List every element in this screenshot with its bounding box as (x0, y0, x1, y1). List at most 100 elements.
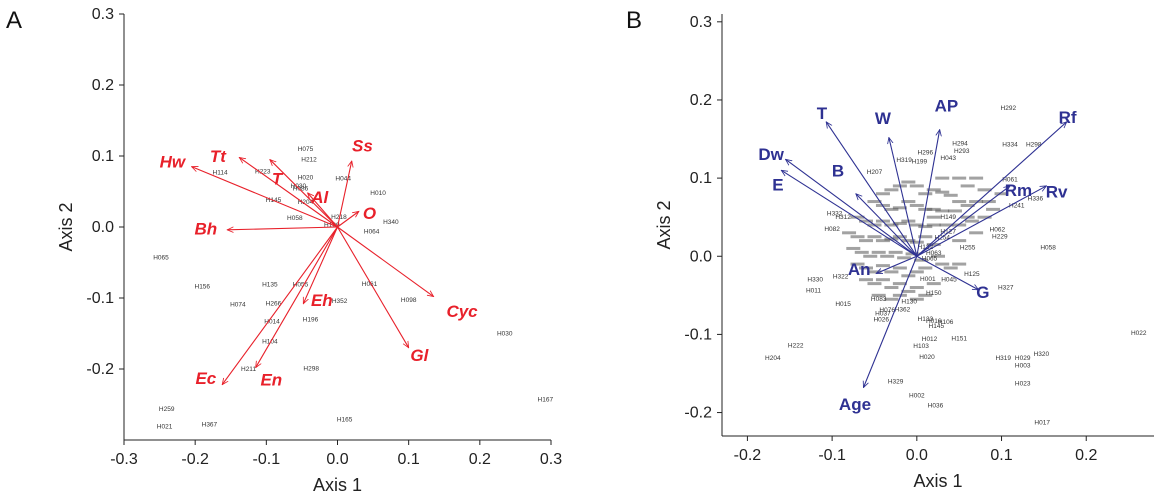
sample-point-label: H362 (895, 306, 911, 313)
sample-point-label: H076 (879, 307, 895, 314)
sample-point-label: H014 (264, 318, 280, 325)
vector-arrow (876, 255, 918, 273)
cluster-point (892, 282, 907, 286)
vector-label: Gl (410, 346, 429, 365)
cluster-point (867, 235, 882, 239)
y-tick-label: -0.2 (684, 405, 712, 422)
cluster-point (850, 215, 865, 219)
cluster-point (986, 207, 1001, 211)
cluster-point (867, 282, 882, 286)
vector-label: Rv (1046, 182, 1068, 201)
sample-point-label: H222 (788, 342, 804, 349)
vector-arrow (916, 255, 979, 290)
panel-b: -0.2 -0.1 0.0 0.1 0.2 -0.2 -0.1 0.0 0.1 0.2 0.3 Axi… (654, 14, 1154, 491)
vector-arrow (916, 130, 940, 257)
cluster-point (892, 266, 907, 270)
sample-point-label: H062 (990, 227, 1006, 234)
sample-point-label: H298 (303, 365, 319, 372)
cluster-point (892, 206, 907, 210)
sample-point-label: H015 (835, 301, 851, 308)
cluster-point (935, 190, 950, 194)
sample-point-label: H322 (833, 274, 849, 281)
cluster-point (901, 239, 916, 243)
cluster-point (884, 223, 899, 227)
vector-label: O (363, 204, 376, 223)
cluster-point (960, 203, 975, 207)
cluster-point (888, 250, 903, 254)
vector-arrow (916, 186, 1010, 257)
panel-label-a: A (6, 7, 22, 34)
sample-point-label: H293 (954, 148, 970, 155)
sample-point-label: H106 (938, 319, 954, 326)
x-axis-label: Axis 1 (313, 475, 362, 495)
vector-label: Ec (195, 369, 216, 388)
sample-point-label: H312 (835, 214, 851, 221)
cluster-point (859, 219, 873, 223)
cluster-point (943, 193, 958, 197)
cluster-point (918, 225, 933, 229)
cluster-point (892, 235, 907, 239)
cluster-point (909, 223, 924, 227)
sample-point-label: H196 (303, 316, 319, 323)
sample-point-label: H229 (992, 234, 1008, 241)
sample-point-label: H043 (940, 155, 956, 162)
cluster-point (859, 278, 873, 282)
cluster-point (859, 266, 873, 270)
cluster-point (926, 215, 941, 219)
cluster-point (952, 176, 967, 180)
x-tick-label: 0.3 (540, 451, 562, 468)
sample-point-label: H204 (765, 355, 781, 362)
sample-point-label: H044 (335, 176, 351, 183)
x-tick-label: 0.2 (1075, 447, 1097, 464)
cluster-point (952, 239, 967, 243)
cluster-point (884, 270, 899, 274)
sample-point-label: H340 (383, 219, 399, 226)
sample-point-label: H296 (918, 149, 934, 156)
cluster-point (842, 231, 857, 235)
cluster-point (926, 188, 941, 192)
sample-point-label: H030 (291, 183, 307, 190)
sample-point-label: H367 (202, 421, 218, 428)
vector-arrow (302, 226, 339, 304)
sample-point-label: H026 (873, 317, 889, 324)
y-tick-label: 0.0 (92, 219, 114, 236)
vector-label: Age (839, 395, 871, 414)
vector-label: Rm (1005, 181, 1032, 200)
cluster-point (884, 237, 899, 241)
sample-point-label: H002 (909, 392, 925, 399)
cluster-point (969, 200, 984, 204)
cluster-point (952, 200, 967, 204)
cluster-point (897, 256, 912, 260)
cluster-point (960, 215, 975, 219)
sample-point-label: H023 (1015, 381, 1031, 388)
cluster-point (871, 293, 886, 297)
cluster-point (867, 200, 882, 204)
sample-point-label: H064 (364, 228, 380, 235)
vector-label: T (817, 104, 828, 123)
cluster-point (909, 297, 924, 301)
x-tick-label: 0.0 (906, 447, 928, 464)
cluster-point (850, 262, 865, 266)
cluster-point (977, 188, 992, 192)
cluster-point (935, 262, 950, 266)
sample-point-label: H103 (913, 343, 929, 350)
vector-label: Ss (352, 136, 373, 155)
sample-point-label: H016 (926, 318, 942, 325)
sample-point-label: H130 (901, 299, 917, 306)
panel-label-b: B (626, 7, 642, 34)
vector-label: En (260, 371, 282, 390)
cluster-point (952, 262, 967, 266)
sample-point-label: H075 (298, 146, 314, 153)
cluster-point (994, 192, 1009, 196)
cluster-point (909, 240, 924, 244)
sample-point-label: H030 (497, 331, 513, 338)
x-tick-label: 0.0 (326, 451, 348, 468)
sample-point-label: H017 (1034, 420, 1050, 427)
vector-arrow (239, 157, 338, 228)
cluster-point (969, 231, 984, 235)
sample-point-label: H037 (875, 310, 891, 317)
vector-label: Al (310, 188, 329, 207)
cluster-point (875, 239, 890, 243)
sample-point-label: H189 (324, 222, 340, 229)
